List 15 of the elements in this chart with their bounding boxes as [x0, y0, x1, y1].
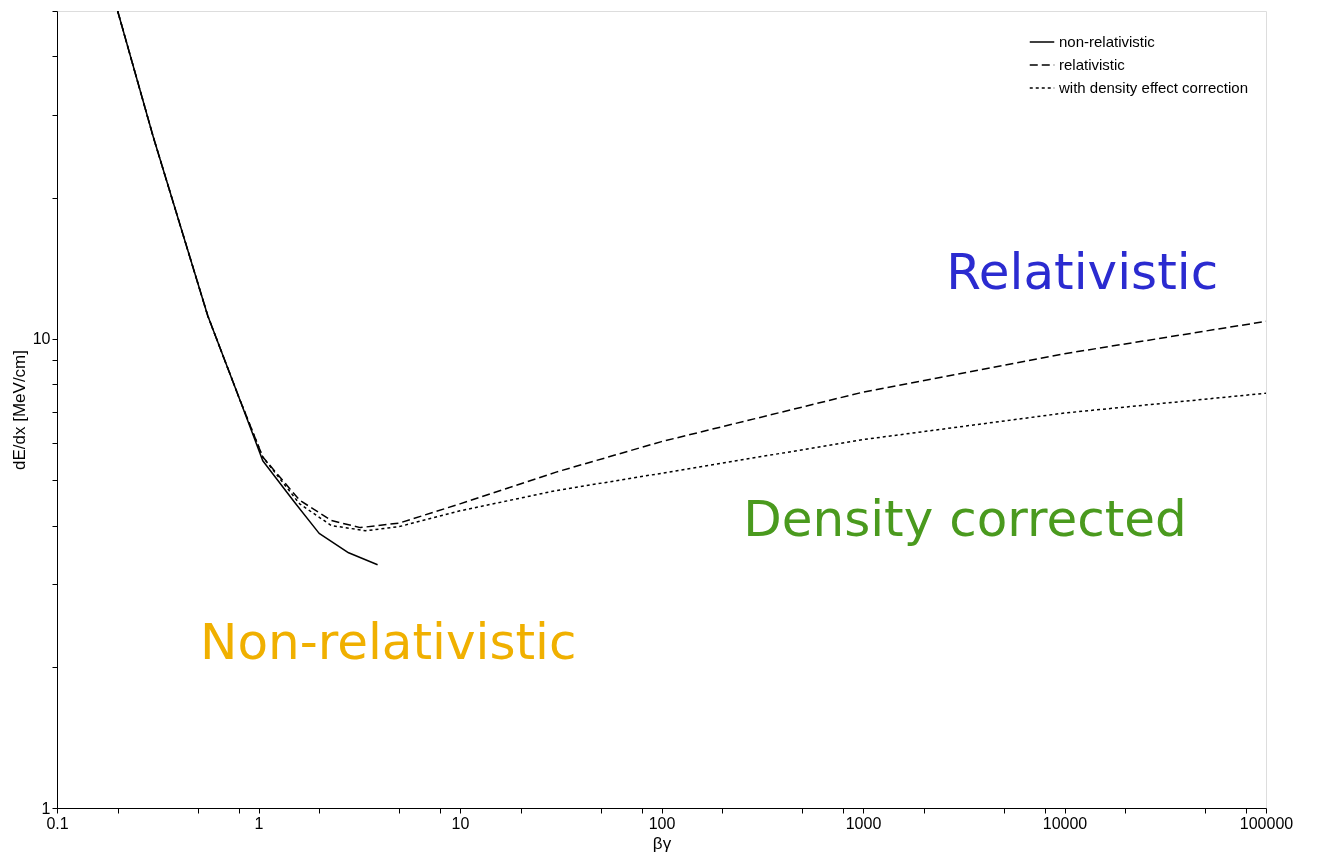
x-tick-label: 1 — [254, 814, 264, 832]
annotation: Density corrected — [743, 490, 1187, 549]
x-tick-label: 10 — [451, 814, 470, 832]
x-tick-label: 100000 — [1239, 814, 1294, 832]
x-tick-label: 0.1 — [46, 814, 69, 832]
legend-label: relativistic — [1059, 56, 1126, 73]
x-tick-label: 10000 — [1042, 814, 1088, 832]
x-tick-label: 1000 — [845, 814, 882, 832]
annotation: Non-relativistic — [200, 612, 577, 671]
legend-label: with density effect correction — [1058, 79, 1248, 96]
x-tick-label: 100 — [648, 814, 676, 832]
legend-label: non-relativistic — [1059, 33, 1156, 50]
annotation: Relativistic — [946, 243, 1219, 302]
x-axis-title: βγ — [652, 833, 672, 853]
y-axis-title: dE/dx [MeV/cm] — [9, 350, 29, 470]
